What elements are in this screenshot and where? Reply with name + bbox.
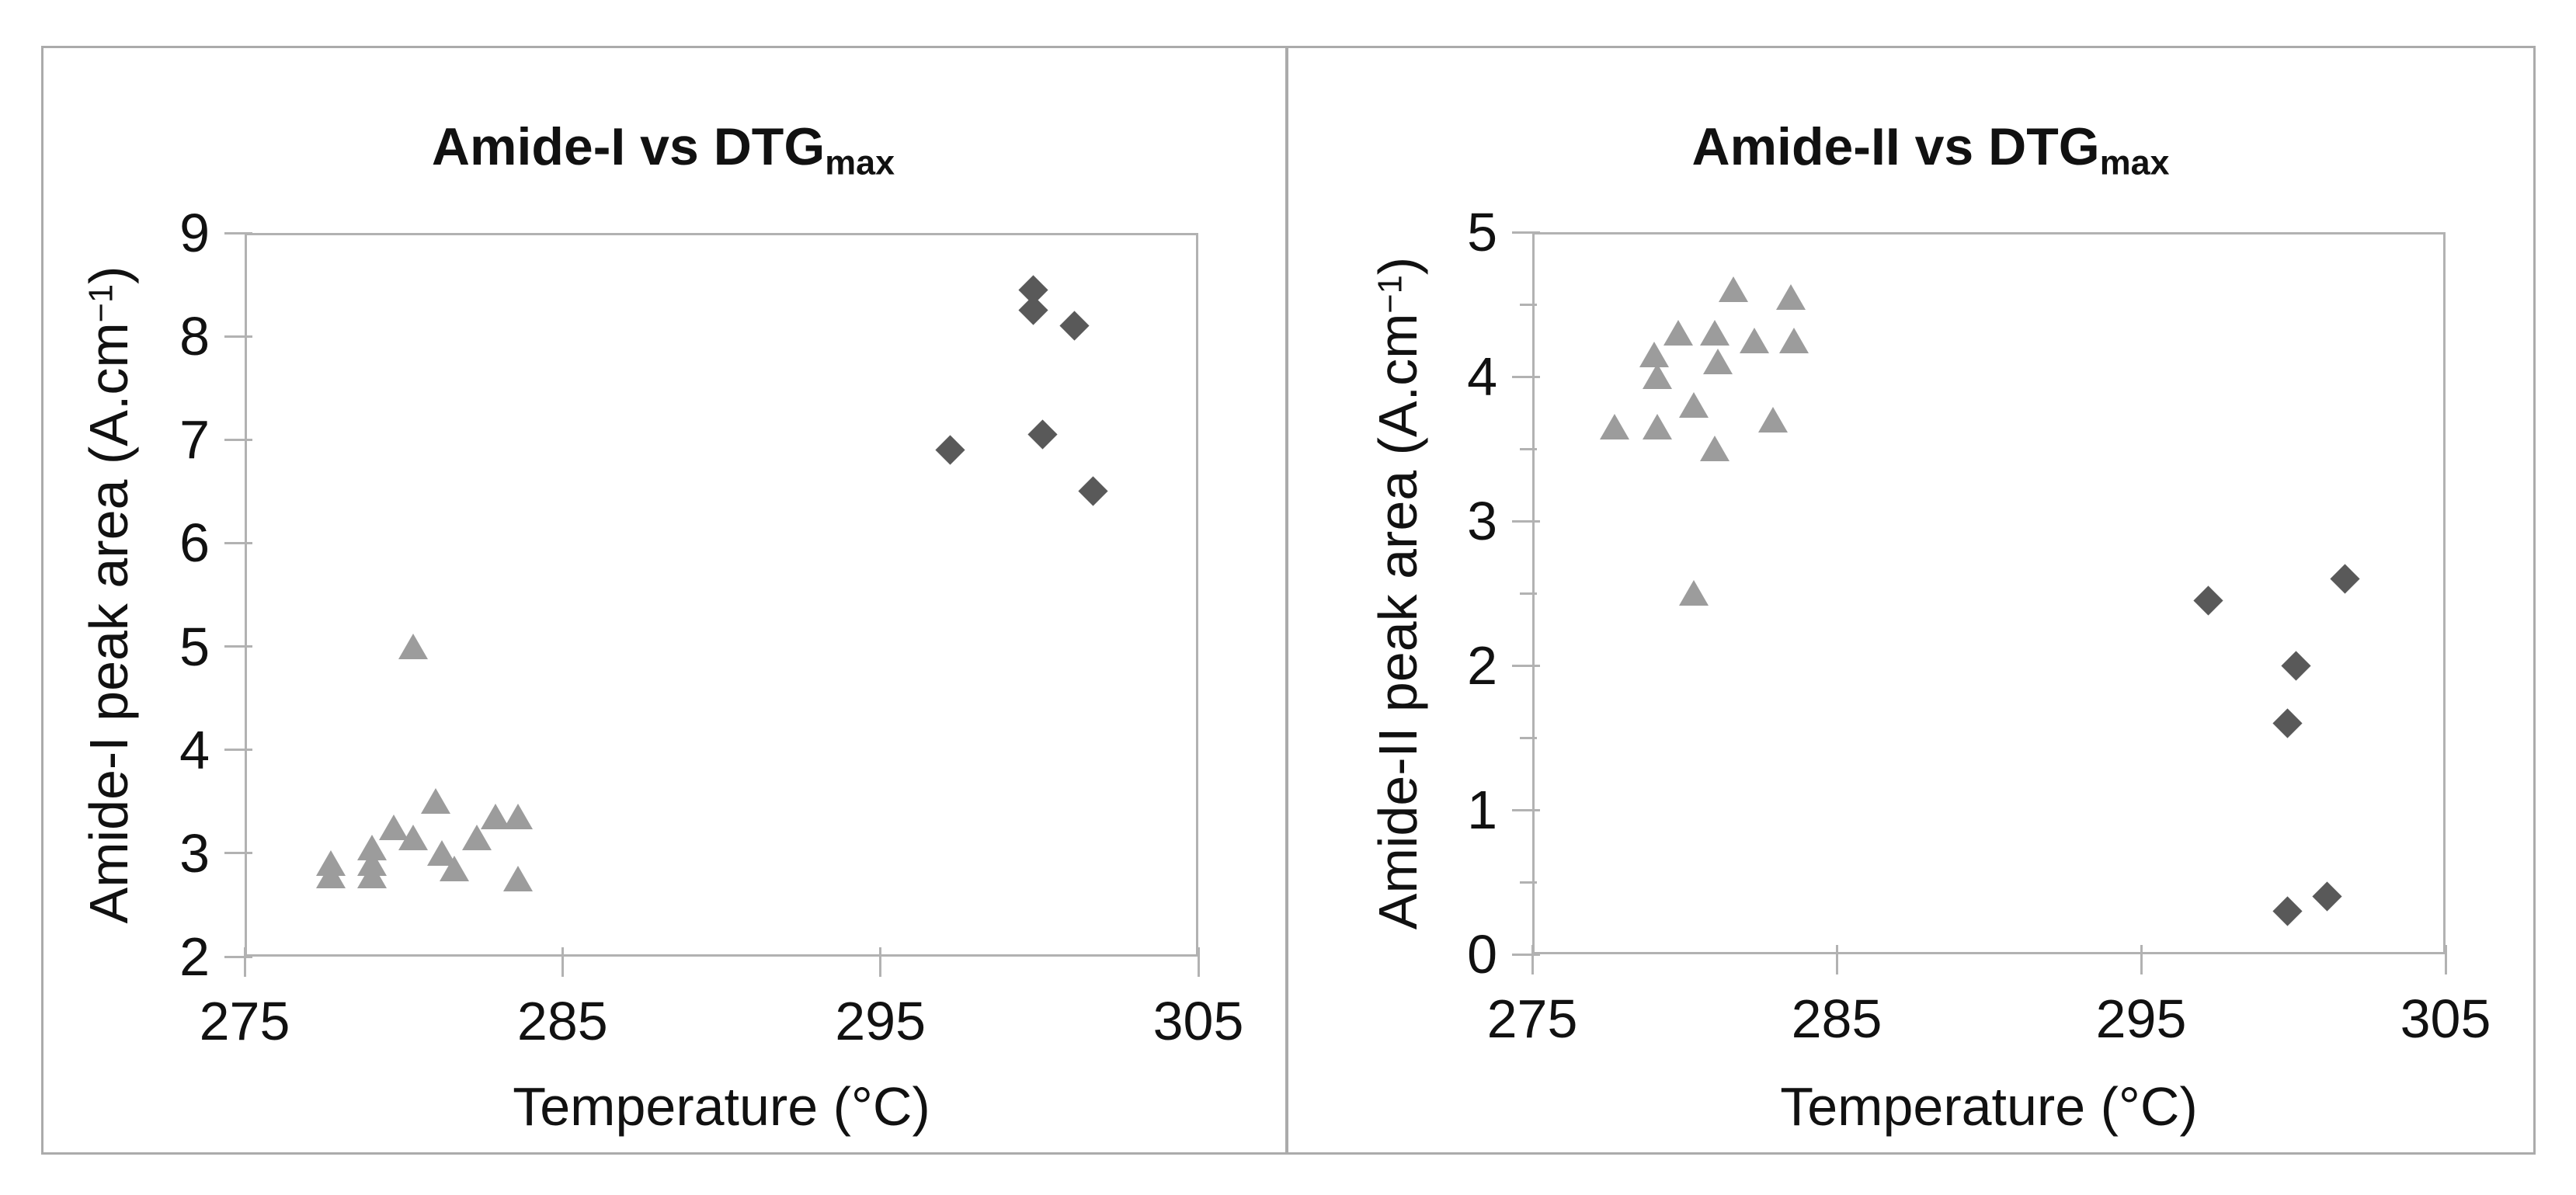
panel-divider [1285, 46, 1288, 1155]
x-tick [1531, 945, 1534, 974]
y-tick [1512, 808, 1540, 811]
y-tick [1512, 953, 1540, 956]
chart-title-text: Amide-I vs DTG [431, 117, 826, 176]
data-point-triangle [420, 788, 450, 815]
y-minor-tick [1520, 881, 1537, 884]
data-point-triangle [1642, 414, 1672, 440]
chart-title-text: Amide-II vs DTG [1691, 117, 2100, 176]
data-point-triangle [398, 824, 428, 850]
y-tick [224, 955, 252, 958]
x-tick-label: 305 [1152, 991, 1244, 1051]
y-tick-label: 4 [1467, 346, 1497, 407]
y-tick [224, 645, 252, 648]
y-tick [1512, 375, 1540, 378]
data-point-triangle [1740, 327, 1770, 353]
data-point-triangle [503, 804, 534, 830]
y-tick-label: 6 [179, 512, 210, 574]
x-tick-label: 295 [835, 991, 926, 1051]
data-point-triangle [398, 633, 428, 659]
x-tick-label: 275 [199, 991, 290, 1051]
y-minor-tick [1520, 592, 1537, 595]
data-point-triangle [1700, 320, 1730, 346]
data-point-triangle [503, 866, 534, 892]
x-tick-label: 295 [2095, 988, 2187, 1049]
x-tick [2140, 945, 2143, 974]
x-tick [2444, 945, 2447, 974]
y-axis-label-close: ) [1368, 256, 1428, 276]
y-tick-label: 2 [179, 926, 210, 987]
y-tick [1512, 231, 1540, 234]
y-tick-label: 4 [179, 719, 210, 780]
y-tick [224, 852, 252, 855]
y-tick-label: 5 [179, 616, 210, 677]
y-axis-label-superscript: −1 [1371, 275, 1410, 314]
y-tick [224, 438, 252, 441]
y-tick-label: 3 [179, 822, 210, 884]
data-point-triangle [1700, 436, 1730, 461]
data-point-triangle [1639, 342, 1669, 368]
y-tick [224, 335, 252, 338]
y-tick-label: 1 [1467, 780, 1497, 840]
y-tick-label: 0 [1467, 924, 1497, 985]
y-tick [1512, 519, 1540, 523]
x-tick-label: 285 [1791, 988, 1882, 1049]
data-point-triangle [315, 863, 346, 889]
y-tick-label: 5 [1467, 202, 1497, 262]
data-point-triangle [1663, 320, 1694, 346]
data-point-triangle [1757, 406, 1788, 432]
x-tick [1835, 945, 1838, 974]
data-point-triangle [440, 855, 470, 881]
x-tick [561, 947, 564, 977]
x-tick [879, 947, 882, 977]
x-tick-label: 275 [1486, 988, 1578, 1049]
data-point-triangle [1599, 414, 1629, 440]
data-point-triangle [1678, 580, 1709, 606]
y-minor-tick [1520, 447, 1537, 450]
y-tick-label: 2 [1467, 635, 1497, 696]
y-tick-label: 3 [1467, 491, 1497, 551]
data-point-triangle [356, 863, 387, 889]
y-tick [224, 541, 252, 544]
y-axis-label-amide-i: Amide-I peak area (A.cm−1) [78, 266, 140, 924]
data-point-triangle [1776, 283, 1806, 310]
y-tick [1512, 664, 1540, 667]
y-tick [224, 749, 252, 752]
data-point-triangle [1642, 363, 1672, 389]
x-tick-label: 305 [2400, 988, 2491, 1049]
outer-border [41, 46, 2536, 1155]
y-minor-tick [1520, 303, 1537, 306]
chart-title-subscript: max [2099, 142, 2170, 182]
x-tick-label: 285 [516, 991, 608, 1051]
y-axis-label-close: ) [78, 266, 139, 284]
data-point-triangle [1703, 349, 1733, 375]
chart-title-subscript: max [825, 142, 895, 182]
y-tick-label: 7 [179, 409, 210, 471]
data-point-triangle [1718, 276, 1748, 303]
x-tick [243, 947, 246, 977]
x-tick [1197, 947, 1200, 977]
y-minor-tick [1520, 736, 1537, 739]
x-axis-label-amide-i: Temperature (°C) [513, 1076, 930, 1137]
y-tick [224, 231, 252, 234]
y-tick-label: 9 [179, 203, 210, 263]
x-axis-label-amide-ii: Temperature (°C) [1780, 1076, 2198, 1137]
data-point-triangle [1678, 392, 1709, 419]
chart-title-amide-i: Amide-I vs DTGmax [432, 116, 895, 183]
chart-title-amide-ii: Amide-II vs DTGmax [1691, 116, 2169, 183]
plot-frame [245, 233, 1198, 957]
y-axis-label-text: Amide-II peak area (A.cm [1368, 313, 1428, 930]
data-point-triangle [1779, 327, 1809, 353]
y-tick-label: 8 [179, 306, 210, 367]
